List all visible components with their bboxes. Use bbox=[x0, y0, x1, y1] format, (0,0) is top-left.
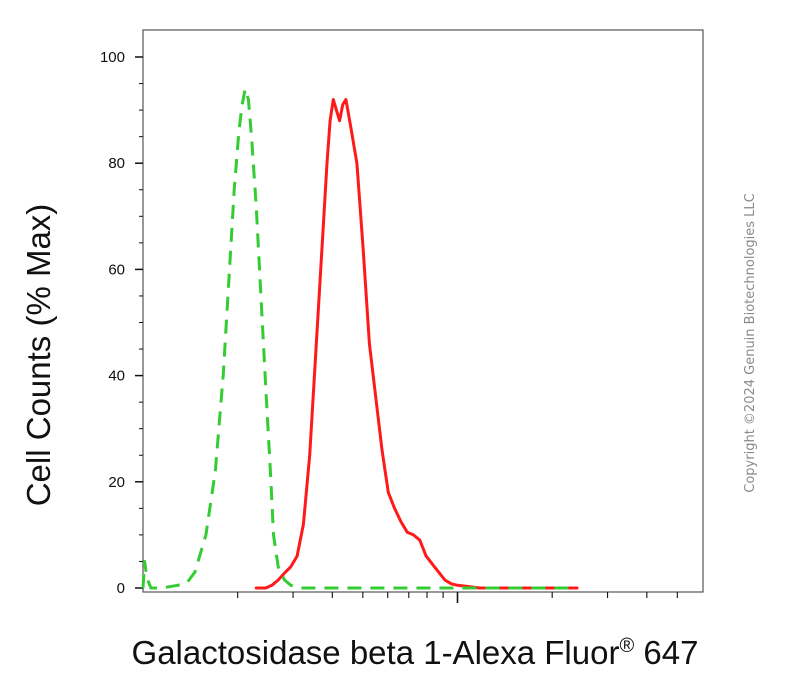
y-tick-label: 0 bbox=[117, 580, 125, 597]
copyright-watermark: Copyright ©2024 Genuin Biotechnologies L… bbox=[743, 193, 758, 492]
y-axis-title: Cell Counts (% Max) bbox=[20, 204, 57, 507]
x-axis-title-suffix: 647 bbox=[634, 634, 698, 671]
isotype-control-histogram bbox=[141, 87, 577, 590]
series-layer bbox=[141, 87, 579, 590]
x-axis-title-main: Galactosidase beta 1-Alexa Fluor bbox=[132, 634, 620, 671]
y-tick-label: 60 bbox=[108, 261, 125, 278]
x-axis-title: Galactosidase beta 1-Alexa Fluor® 647 bbox=[132, 634, 699, 671]
y-tick-label: 20 bbox=[108, 474, 125, 491]
y-axis: 0 20 40 60 80 100 bbox=[100, 49, 143, 597]
x-axis-title-registered-mark: ® bbox=[619, 635, 634, 657]
sample-histogram bbox=[254, 98, 579, 590]
y-tick-label: 40 bbox=[108, 368, 125, 385]
y-tick-label: 100 bbox=[100, 49, 125, 66]
y-tick-label: 80 bbox=[108, 155, 125, 172]
x-axis bbox=[237, 592, 678, 603]
plot-frame bbox=[142, 29, 704, 593]
